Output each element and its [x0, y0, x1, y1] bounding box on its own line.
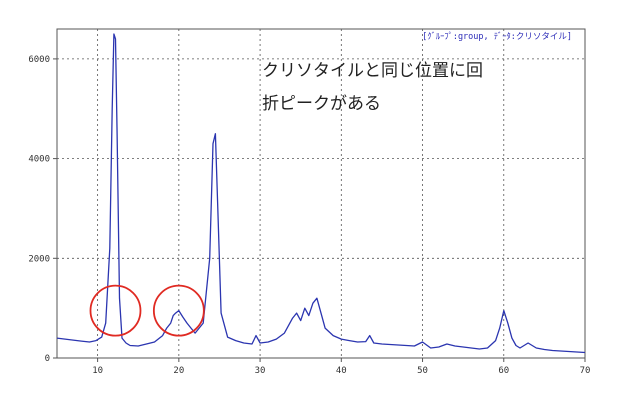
highlight-circle	[89, 284, 142, 337]
highlight-circle	[152, 284, 205, 337]
series-line	[56, 33, 586, 354]
x-tick-label: 20	[173, 366, 184, 376]
plot-area-border	[56, 28, 586, 359]
x-tick-label: 40	[336, 366, 347, 376]
x-tick-label: 60	[498, 366, 509, 376]
x-axis: 10 20 30 40 50 60 70	[92, 358, 590, 376]
y-tick-label: 4000	[28, 155, 50, 165]
x-tick-label: 10	[92, 366, 103, 376]
legend-label: [ｸﾞﾙｰﾌﾟ:group, ﾃﾞｰﾀ:クリソタイル]	[422, 32, 572, 42]
grid	[57, 29, 585, 358]
annotation-line-2: 折ピークがある	[262, 94, 381, 114]
y-axis: 0 2000 4000 6000	[28, 55, 57, 364]
y-tick-label: 0	[45, 354, 50, 364]
y-tick-label: 2000	[28, 254, 50, 264]
x-tick-label: 70	[580, 366, 591, 376]
highlight-circles	[89, 284, 205, 337]
x-tick-label: 30	[255, 366, 266, 376]
annotation-line-1: クリソタイルと同じ位置に回	[262, 61, 483, 81]
x-tick-label: 50	[417, 366, 428, 376]
y-tick-label: 6000	[28, 55, 50, 65]
